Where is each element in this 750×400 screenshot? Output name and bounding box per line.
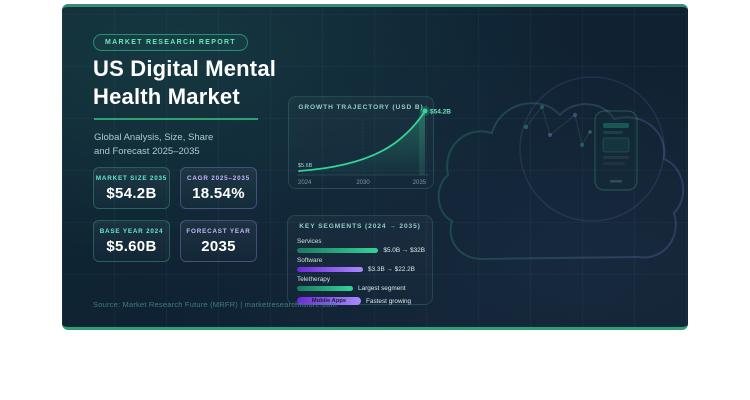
stat-label: FORECAST YEAR bbox=[186, 227, 251, 235]
stat-card-base-year: BASE YEAR 2024 $5.60B bbox=[93, 220, 170, 262]
stat-value: $5.60B bbox=[106, 237, 157, 255]
subtitle: Global Analysis, Size, Share and Forecas… bbox=[94, 131, 213, 158]
segment-label: Software bbox=[297, 257, 323, 264]
start-value-label: $5.6B bbox=[298, 163, 313, 169]
subtitle-line1: Global Analysis, Size, Share bbox=[94, 132, 214, 143]
stat-card-forecast-year: FORECAST YEAR 2035 bbox=[180, 220, 257, 262]
endpoint-dot bbox=[422, 108, 428, 114]
segment-label: Teletherapy bbox=[297, 276, 331, 283]
page-title: US Digital Mental Health Market bbox=[93, 55, 276, 111]
end-value-label: $54.2B bbox=[430, 109, 451, 116]
stat-card-market-size: MARKET SIZE 2035 $54.2B bbox=[93, 167, 170, 209]
growth-chart: $54.2B $5.6B 2024 2030 2035 bbox=[297, 106, 451, 186]
segment-rows: Services $5.0B → $32B Software $3.3B → $… bbox=[297, 235, 425, 305]
segment-bar: Mobile Apps bbox=[297, 297, 361, 305]
stat-cards: MARKET SIZE 2035 $54.2B CAGR 2025–2035 1… bbox=[93, 167, 257, 262]
cloud-icon bbox=[437, 102, 684, 261]
segment-bar bbox=[297, 248, 379, 253]
segment-value: Fastest growing bbox=[366, 297, 412, 305]
right-band bbox=[419, 111, 425, 175]
x-tick-2035: 2035 bbox=[413, 180, 427, 186]
segment-row-teletherapy: Teletherapy Largest segment bbox=[297, 276, 425, 292]
key-segments-panel: KEY SEGMENTS (2024 → 2035) Services $5.0… bbox=[287, 215, 433, 305]
network-dots-decoration bbox=[523, 105, 592, 147]
subtitle-line2: and Forecast 2025–2035 bbox=[94, 145, 200, 157]
source-attribution: Source: Market Research Future (MRFR) | … bbox=[93, 300, 337, 309]
segment-value: $5.0B → $32B bbox=[383, 247, 425, 254]
segment-row-mobile-apps: Mobile Apps Fastest growing bbox=[297, 297, 425, 305]
growth-line bbox=[298, 110, 426, 172]
stat-value: 2035 bbox=[201, 237, 236, 255]
x-tick-2030: 2030 bbox=[356, 180, 370, 186]
circle-decoration bbox=[519, 76, 665, 222]
segment-bar bbox=[297, 267, 363, 272]
area-fill bbox=[299, 111, 425, 175]
segment-row-software: Software $3.3B → $22.2B bbox=[297, 257, 425, 273]
title-underline bbox=[94, 118, 258, 120]
segment-label: Services bbox=[297, 238, 322, 245]
segment-value: Largest segment bbox=[358, 285, 406, 292]
page-title-line1: US Digital Mental bbox=[93, 56, 277, 81]
report-badge: MARKET RESEARCH REPORT bbox=[93, 34, 248, 51]
stat-card-cagr: CAGR 2025–2035 18.54% bbox=[180, 167, 257, 209]
stat-label: MARKET SIZE 2035 bbox=[95, 174, 168, 182]
stat-label: CAGR 2025–2035 bbox=[186, 174, 250, 182]
key-segments-title: KEY SEGMENTS (2024 → 2035) bbox=[299, 223, 421, 230]
growth-chart-panel: GROWTH TRAJECTORY (USD B) $54.2B $5.6B 2 bbox=[288, 96, 451, 189]
phone-icon bbox=[594, 110, 638, 191]
x-tick-2024: 2024 bbox=[298, 180, 312, 186]
report-card: MARKET RESEARCH REPORT US Digital Mental… bbox=[62, 4, 688, 330]
stat-value: 18.54% bbox=[192, 184, 245, 202]
segment-value: $3.3B → $22.2B bbox=[368, 266, 415, 273]
segment-label-on-bar: Mobile Apps bbox=[311, 298, 347, 304]
segment-row-services: Services $5.0B → $32B bbox=[297, 238, 425, 254]
stat-label: BASE YEAR 2024 bbox=[99, 227, 164, 235]
stat-value: $54.2B bbox=[106, 184, 157, 202]
growth-chart-title: GROWTH TRAJECTORY (USD B) bbox=[298, 104, 424, 111]
page-title-line2: Health Market bbox=[93, 84, 240, 109]
segment-bar bbox=[297, 286, 353, 291]
